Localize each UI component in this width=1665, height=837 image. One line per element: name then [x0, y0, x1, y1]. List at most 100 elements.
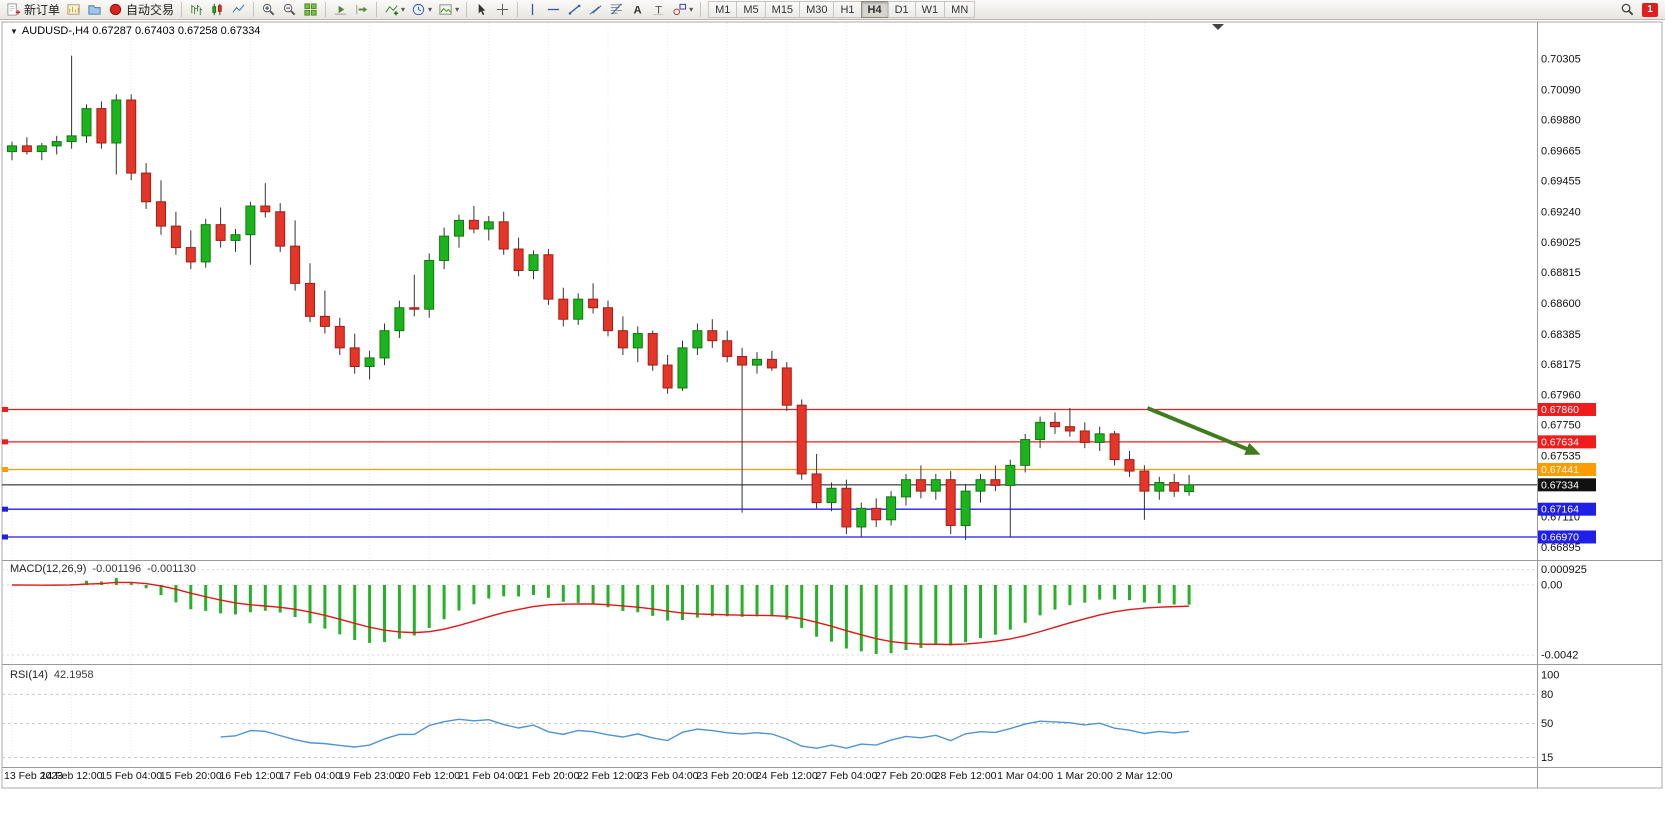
- trend-arrow-head: [1244, 442, 1261, 455]
- candle-body: [126, 99, 137, 174]
- level-price-tag: [1538, 435, 1596, 449]
- timeframe-button-m15[interactable]: M15: [764, 1, 801, 18]
- price-axis-label: 0.68815: [1541, 267, 1581, 279]
- candle-body: [7, 145, 17, 153]
- time-axis-label: 23 Feb 04:00: [637, 770, 699, 782]
- cursor-button[interactable]: [471, 1, 492, 19]
- trend-arrow[interactable]: [1146, 406, 1253, 453]
- candle-body: [498, 221, 509, 250]
- candle-body: [468, 219, 479, 230]
- candle-body: [617, 330, 628, 349]
- profiles-button[interactable]: [84, 1, 105, 19]
- candle-body: [319, 315, 330, 327]
- toolbar-separator: [466, 2, 468, 17]
- timeframe-button-m1[interactable]: M1: [708, 1, 738, 18]
- candle-body: [1020, 439, 1031, 466]
- timeframe-button-m30[interactable]: M30: [799, 1, 835, 18]
- candle-body: [1050, 421, 1060, 428]
- channel-button[interactable]: [585, 1, 606, 19]
- line-chart-button[interactable]: [228, 1, 249, 19]
- level-price-tag: [1538, 463, 1596, 477]
- candle-body: [841, 487, 852, 528]
- time-axis-label: 17 Feb 04:00: [279, 770, 341, 782]
- search-button[interactable]: [1617, 1, 1638, 19]
- candle-body: [722, 340, 733, 357]
- zoom-in-button[interactable]: [258, 1, 279, 19]
- timeframe-button-d1[interactable]: D1: [887, 1, 916, 18]
- candle-body: [305, 282, 315, 317]
- candle-body: [1109, 433, 1120, 461]
- level-price-tag: [1538, 502, 1596, 516]
- price-axis-label: 0.67535: [1541, 451, 1581, 463]
- text-button[interactable]: A: [627, 1, 648, 19]
- price-tag-label: 0.67334: [1541, 479, 1579, 491]
- time-axis-label: 27 Feb 04:00: [815, 770, 877, 782]
- candle-body: [945, 479, 956, 527]
- crosshair-button[interactable]: [492, 1, 513, 19]
- autotrading-button[interactable]: 自动交易: [105, 1, 177, 19]
- channel-icon: [589, 5, 602, 15]
- price-axis-label: 0.70090: [1541, 84, 1581, 96]
- indicators-button[interactable]: ▾: [381, 1, 408, 19]
- candlestick-chart-button[interactable]: [207, 1, 228, 19]
- grid: [11, 23, 1145, 767]
- candle-body: [1124, 459, 1135, 472]
- fibonacci-button[interactable]: [606, 1, 627, 19]
- timeframe-button-w1[interactable]: W1: [914, 1, 946, 18]
- dropdown-arrow-icon: ▾: [455, 5, 460, 14]
- toolbar-separator: [700, 2, 702, 17]
- timeframe-button-m5[interactable]: M5: [736, 1, 766, 18]
- zoom-out-button[interactable]: [279, 1, 300, 19]
- vertical-line-icon: [531, 3, 534, 16]
- shapes-button[interactable]: ▾: [669, 1, 696, 19]
- new-chart-button[interactable]: [63, 1, 84, 19]
- periods-button[interactable]: ▾: [408, 1, 435, 19]
- vertical-line-button[interactable]: [522, 1, 543, 19]
- timeframe-button-h1[interactable]: H1: [833, 1, 862, 18]
- candle-body: [752, 358, 762, 366]
- rsi-value: 42.1958: [53, 669, 94, 681]
- bars-chart-button[interactable]: [186, 1, 207, 19]
- timeframe-button-mn[interactable]: MN: [944, 1, 976, 18]
- toolbar-separator: [517, 2, 519, 17]
- price-tag-label: 0.67634: [1541, 436, 1579, 448]
- new-order-button[interactable]: 新订单: [3, 1, 63, 19]
- time-axis-label: 1 Mar 04:00: [997, 770, 1053, 782]
- candle-body: [811, 473, 822, 504]
- candle-body: [513, 248, 524, 272]
- label-button[interactable]: T: [648, 1, 669, 19]
- level-line-handle[interactable]: [2, 506, 8, 512]
- candle-body: [275, 211, 286, 247]
- tile-windows-button[interactable]: [300, 1, 321, 19]
- candles-layer: [7, 55, 1195, 540]
- auto-scroll-button[interactable]: [330, 1, 351, 19]
- candle-body: [51, 141, 62, 147]
- candle-body: [111, 99, 122, 144]
- level-line-handle[interactable]: [2, 406, 8, 412]
- trendline-button[interactable]: [564, 1, 585, 19]
- chart-window-border: [1, 21, 1663, 789]
- level-line-handle[interactable]: [2, 467, 8, 473]
- candle-body: [81, 108, 92, 137]
- time-axis-label: 13 Feb 2023: [4, 770, 63, 782]
- notification-badge[interactable]: 1: [1642, 2, 1658, 17]
- candle-body: [632, 333, 643, 349]
- candle-body: [662, 364, 673, 389]
- autotrading-icon: [109, 3, 122, 16]
- chart-shift-button[interactable]: [351, 1, 372, 19]
- level-line-handle[interactable]: [2, 439, 8, 445]
- level-line-handle[interactable]: [2, 534, 8, 540]
- toolbar-separator: [376, 2, 378, 17]
- timeframe-button-h4[interactable]: H4: [860, 1, 889, 18]
- price-axis-label: 0.68385: [1541, 329, 1581, 341]
- candle-body: [215, 224, 226, 241]
- candle-body: [66, 135, 77, 143]
- horizontal-line-button[interactable]: [543, 1, 564, 19]
- price-tag-label: 0.67164: [1541, 504, 1579, 516]
- chart-dropdown-icon[interactable]: ▼: [10, 26, 18, 36]
- time-axis-label: 19 Feb 23:00: [339, 770, 401, 782]
- candle-body: [245, 205, 256, 236]
- candle-body: [230, 234, 241, 241]
- templates-button[interactable]: ▾: [435, 1, 462, 19]
